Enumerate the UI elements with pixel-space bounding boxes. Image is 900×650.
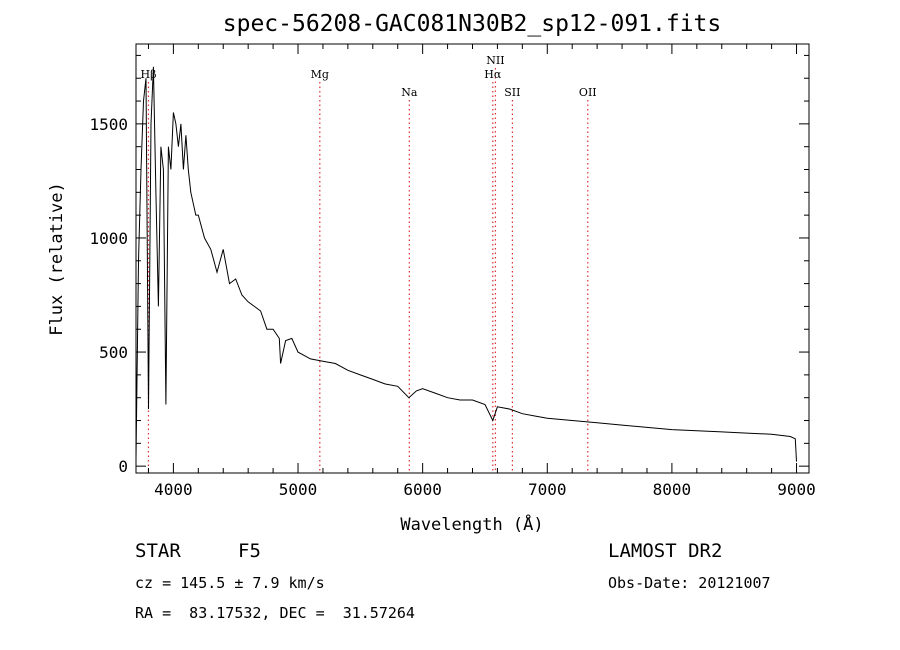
y-axis-label: Flux (relative) — [47, 182, 67, 336]
axes: 4000 5000 6000 7000 8000 9000 0 500 1000 1500 — [89, 44, 816, 499]
x-tick-label: 4000 — [154, 480, 193, 499]
ref-line-label: SII — [504, 86, 520, 99]
ref-line-label: Hα — [484, 68, 502, 81]
obs-date-label: Obs-Date: 20121007 — [608, 574, 771, 592]
class-label: STAR — [135, 540, 181, 562]
subclass-label: F5 — [238, 540, 261, 562]
y-tick-label: 500 — [99, 343, 128, 362]
x-tick-label: 7000 — [528, 480, 567, 499]
y-tick-label: 1000 — [89, 229, 128, 248]
survey-label: LAMOST DR2 — [608, 540, 723, 562]
ref-line-label: OII — [579, 86, 597, 99]
y-tick-label: 1500 — [89, 115, 128, 134]
chart-title: spec-56208-GAC081N30B2_sp12-091.fits — [223, 11, 722, 37]
cz-label: cz = 145.5 ± 7.9 km/s — [135, 574, 325, 592]
ref-line-label: Mg — [311, 68, 329, 81]
x-tick-label: 5000 — [279, 480, 318, 499]
x-tick-label: 8000 — [653, 480, 692, 499]
ref-line-label: Na — [401, 86, 418, 99]
ref-line-label: NII — [486, 54, 504, 67]
radec-label: RA = 83.17532, DEC = 31.57264 — [135, 604, 415, 622]
y-tick-label: 0 — [118, 457, 128, 476]
spectrum-line — [135, 66, 797, 462]
x-tick-label: 9000 — [777, 480, 816, 499]
x-tick-label: 6000 — [403, 480, 442, 499]
x-axis-label: Wavelength (Å) — [400, 513, 543, 535]
plot-frame — [135, 43, 810, 474]
